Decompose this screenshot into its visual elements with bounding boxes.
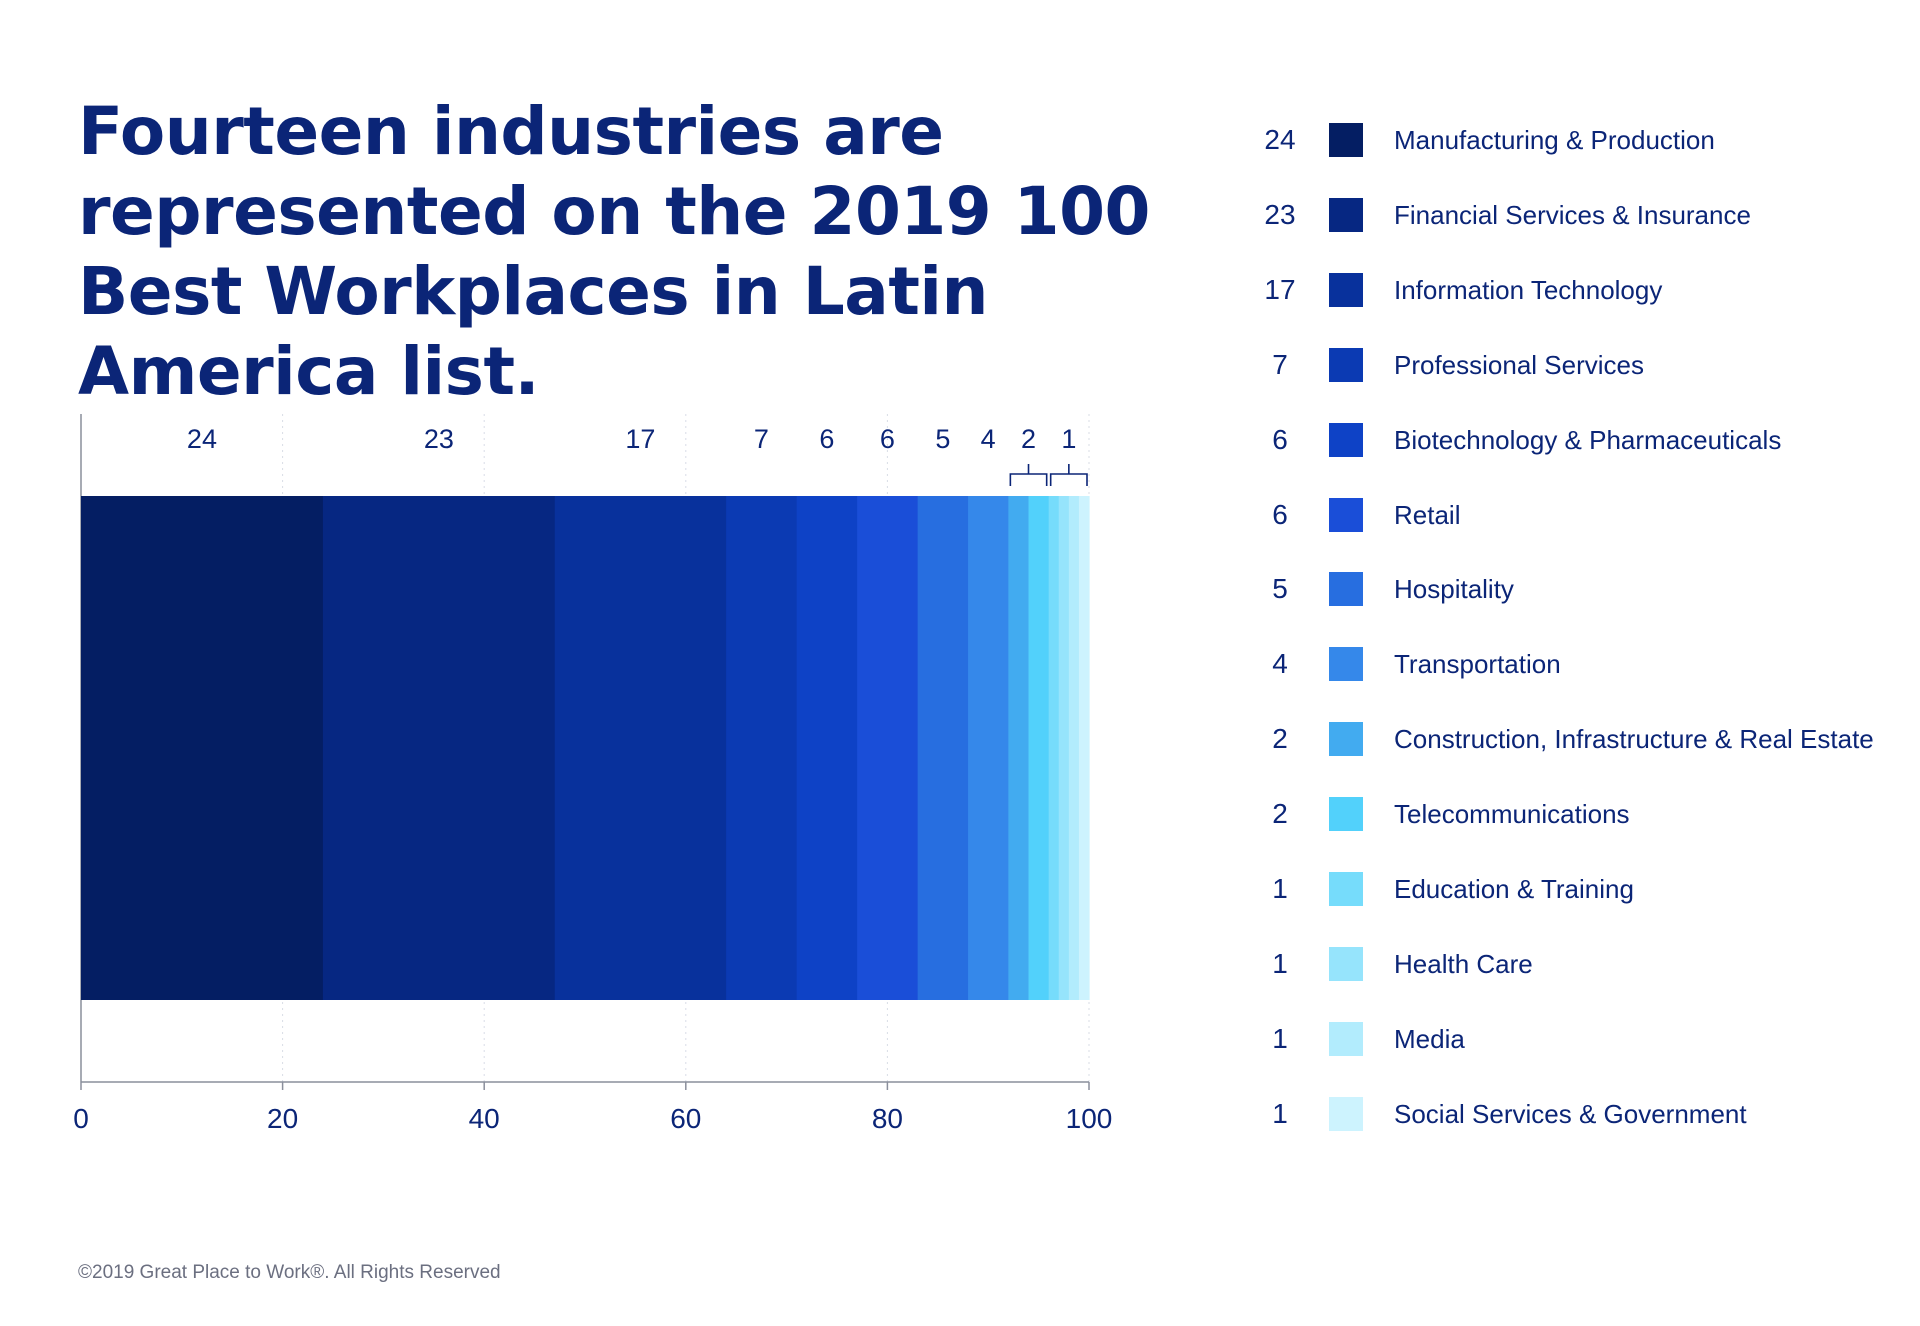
legend-value: 4	[1272, 648, 1288, 680]
legend-value: 5	[1272, 573, 1288, 605]
bar-segment-12	[1058, 496, 1070, 1000]
chart-title: Fourteen industries are represented on t…	[78, 93, 1150, 410]
bar-segment-9	[1008, 496, 1030, 1000]
x-tick-labels: 0 20 40 60 80 100	[73, 1103, 1112, 1134]
legend-swatch	[1329, 123, 1363, 157]
legend-swatch	[1329, 872, 1363, 906]
legend-value: 1	[1272, 1097, 1288, 1129]
segment-value-label: 5	[935, 424, 950, 454]
bar-segments	[81, 496, 1090, 1000]
legend-label: Health Care	[1394, 948, 1533, 979]
legend-swatch	[1329, 1021, 1363, 1056]
legend-swatch	[1329, 272, 1363, 307]
legend-label: Manufacturing & Production	[1394, 125, 1715, 155]
segment-value-label: 23	[424, 424, 454, 454]
segment-value-label: 24	[187, 424, 217, 454]
legend-value: 7	[1272, 348, 1288, 380]
legend-label: Information Technology	[1394, 274, 1663, 305]
bar-segment-8	[968, 496, 1009, 1000]
legend-swatch	[1329, 722, 1363, 757]
legend-label: Professional Services	[1394, 349, 1644, 380]
legend-value: 1	[1272, 947, 1288, 979]
legend-swatch	[1329, 1096, 1363, 1131]
legend-swatch	[1329, 647, 1363, 682]
x-tick-label: 0	[73, 1103, 89, 1134]
legend-value: 2	[1272, 798, 1288, 830]
legend-swatch	[1329, 572, 1363, 607]
segment-value-label: 2	[1021, 424, 1036, 454]
legend-value: 6	[1272, 423, 1288, 455]
legend-swatch	[1329, 497, 1363, 532]
bar-segment-1	[81, 496, 324, 1000]
segment-value-label: 17	[625, 424, 655, 454]
legend-label: Social Services & Government	[1394, 1098, 1747, 1129]
bar-segment-3	[554, 496, 727, 1000]
legend-value: 1	[1272, 1022, 1288, 1054]
legend-value: 23	[1264, 198, 1296, 230]
bar-segment-5	[796, 496, 858, 1000]
legend-swatch	[1329, 422, 1363, 457]
segment-value-label: 6	[880, 424, 895, 454]
x-tick-label: 100	[1066, 1103, 1113, 1134]
group-bracket	[1009, 464, 1048, 486]
group-bracket	[1049, 464, 1088, 486]
x-tick-label: 60	[670, 1103, 701, 1134]
stacked-bar-chart: 24 23 17 7 6 6 5 4 2 1 0 20 40 60 80 100	[73, 414, 1112, 1134]
legend-label: Financial Services & Insurance	[1394, 199, 1751, 230]
legend-label: Media	[1394, 1023, 1465, 1054]
bar-segment-11	[1048, 496, 1060, 1000]
bar-segment-7	[917, 496, 969, 1000]
segment-value-label: 1	[1061, 424, 1076, 454]
bar-segment-4	[726, 496, 798, 1000]
bar-segment-2	[322, 496, 556, 1000]
legend-value: 24	[1264, 124, 1296, 155]
legend-value: 2	[1272, 723, 1288, 755]
x-tick-label: 80	[872, 1103, 903, 1134]
legend-label: Retail	[1394, 499, 1461, 530]
bar-segment-13	[1068, 496, 1080, 1000]
bar-segment-6	[857, 496, 919, 1000]
legend-swatch	[1329, 946, 1363, 981]
legend-value: 1	[1272, 873, 1288, 904]
segment-value-labels: 24 23 17 7 6 6 5 4 2 1	[187, 424, 1088, 486]
legend-label: Telecommunications	[1394, 799, 1630, 830]
x-tick-label: 20	[267, 1103, 298, 1134]
segment-value-label: 6	[819, 424, 834, 454]
legend-value: 6	[1272, 498, 1288, 530]
bar-segment-10	[1028, 496, 1050, 1000]
legend-label: Biotechnology & Pharmaceuticals	[1394, 424, 1782, 455]
x-tick-label: 40	[469, 1103, 500, 1134]
segment-value-label: 7	[754, 424, 769, 454]
legend-swatch	[1329, 347, 1363, 382]
legend-swatch	[1329, 197, 1363, 232]
legend-label: Education & Training	[1394, 874, 1634, 904]
legend-label: Construction, Infrastructure & Real Esta…	[1394, 724, 1874, 755]
legend-label: Hospitality	[1394, 574, 1514, 605]
bar-segment-14	[1078, 496, 1090, 1000]
segment-value-label: 4	[981, 424, 996, 454]
legend-label: Transportation	[1394, 649, 1561, 680]
legend-swatch	[1329, 797, 1363, 832]
legend-value: 17	[1264, 273, 1296, 305]
copyright-footer: ©2019 Great Place to Work®. All Rights R…	[78, 1262, 501, 1283]
